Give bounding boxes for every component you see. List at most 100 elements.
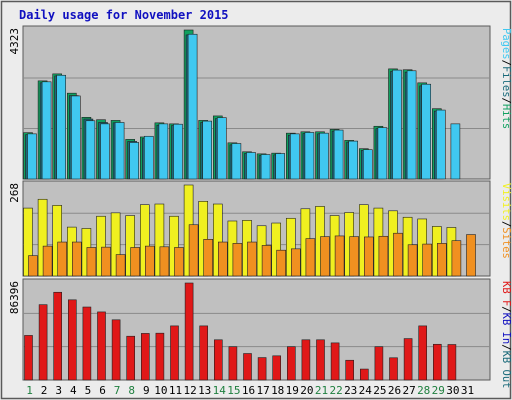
- bar-sites-day-11: [174, 247, 184, 277]
- bar-pages-day-4: [71, 95, 81, 180]
- bar-sites-day-12: [188, 224, 199, 277]
- x-tick-label-18: 18: [271, 384, 284, 397]
- bar-sites-day-28: [422, 243, 433, 277]
- legend-segment: Pages: [500, 28, 512, 60]
- bar-kb-f-day-28: [418, 325, 428, 381]
- legend-segment: KB F: [500, 281, 512, 306]
- bar-kb-f-day-7: [111, 319, 121, 381]
- chart-title: Daily usage for November 2015: [19, 8, 229, 22]
- bar-pages-day-20: [304, 132, 315, 180]
- bar-pages-day-27: [406, 70, 417, 180]
- bar-kb-f-day-17: [257, 357, 267, 381]
- x-tick-label-4: 4: [70, 384, 77, 397]
- x-tick-label-29: 29: [432, 384, 445, 397]
- bar-pages-day-13: [202, 120, 212, 180]
- x-tick-label-26: 26: [388, 384, 401, 397]
- bar-kb-f-day-27: [403, 338, 413, 381]
- bar-pages-day-19: [289, 133, 300, 180]
- bar-kb-f-day-24: [359, 368, 369, 381]
- bar-visits-day-9: [140, 204, 150, 277]
- bar-kb-f-day-29: [432, 343, 442, 381]
- bar-sites-day-17: [261, 245, 272, 277]
- bar-sites-day-13: [203, 239, 213, 277]
- bar-visits-day-8: [125, 215, 135, 277]
- legend-segment: /: [500, 306, 512, 312]
- x-tick-label-13: 13: [198, 384, 211, 397]
- bar-sites-day-23: [349, 236, 360, 277]
- bar-kb-f-day-8: [126, 335, 135, 381]
- bar-visits-day-6: [96, 215, 106, 277]
- bar-pages-day-3: [56, 74, 67, 180]
- bar-kb-f-day-22: [330, 342, 340, 381]
- x-tick-label-31: 31: [461, 384, 474, 397]
- bar-kb-f-day-30: [447, 344, 457, 381]
- legend-segment: KB In: [500, 313, 512, 345]
- bar-sites-day-9: [145, 245, 155, 277]
- panel-1-legend-label: Pages/Files/Hits: [500, 28, 512, 129]
- bar-pages-day-24: [362, 149, 373, 180]
- bar-kb-f-day-19: [286, 346, 296, 381]
- bar-pages-day-22: [333, 129, 344, 180]
- bar-visits-day-3: [52, 205, 63, 277]
- bar-kb-f-day-13: [199, 325, 208, 381]
- bar-kb-f-day-9: [141, 333, 150, 381]
- x-tick-label-20: 20: [300, 384, 313, 397]
- legend-segment: /: [500, 221, 512, 227]
- bar-visits-day-18: [271, 222, 282, 277]
- bar-pages-day-30: [450, 123, 461, 180]
- bar-kb-f-day-18: [272, 355, 282, 381]
- bar-kb-f-day-1: [24, 335, 33, 381]
- x-tick-label-2: 2: [41, 384, 48, 397]
- bar-kb-f-day-10: [155, 332, 165, 381]
- bar-pages-day-23: [348, 140, 359, 180]
- bar-pages-day-16: [246, 152, 256, 180]
- bar-pages-day-25: [377, 127, 388, 180]
- legend-segment: Files: [500, 66, 512, 98]
- bar-pages-day-8: [129, 142, 139, 180]
- bar-sites-day-30: [451, 240, 462, 277]
- legend-segment: Hits: [500, 104, 512, 129]
- bar-kb-f-day-11: [170, 325, 179, 381]
- bar-sites-day-27: [407, 244, 418, 277]
- panel-3: 86396 KB F/KB In/KB Out: [8, 278, 512, 389]
- bar-sites-day-22: [334, 235, 345, 277]
- x-tick-label-15: 15: [227, 384, 240, 397]
- x-tick-label-30: 30: [446, 384, 459, 397]
- bar-kb-f-day-26: [389, 357, 398, 381]
- series-visits: [23, 184, 457, 277]
- bar-pages-day-9: [144, 135, 154, 180]
- bar-sites-day-21: [320, 236, 330, 277]
- x-tick-label-24: 24: [359, 384, 373, 397]
- bar-sites-day-3: [57, 241, 68, 277]
- bar-pages-day-15: [231, 143, 242, 180]
- bar-sites-day-6: [101, 246, 111, 277]
- bar-sites-day-1: [28, 255, 38, 277]
- bar-sites-day-31: [466, 234, 476, 277]
- panel-1-max-label: 4323: [8, 28, 21, 55]
- legend-segment: /: [500, 60, 512, 66]
- series-kb-f: [24, 282, 457, 381]
- bar-sites-day-14: [218, 241, 228, 277]
- x-tick-label-25: 25: [373, 384, 386, 397]
- panel-2-max-label: 268: [8, 183, 21, 203]
- x-tick-label-8: 8: [128, 384, 135, 397]
- x-axis-day-labels: 1 2 3 4 5 6 7 8 9 10 11 12 13 14 15 16 17 18 19 20 21 22 23 24 2…: [26, 384, 474, 397]
- bar-kb-f-day-15: [228, 346, 238, 381]
- bar-sites-day-24: [363, 236, 374, 277]
- bar-pages-day-6: [100, 123, 110, 180]
- bar-sites-day-29: [436, 243, 447, 277]
- bar-visits-day-14: [213, 203, 223, 277]
- bar-kb-f-day-14: [214, 339, 223, 381]
- series-pages: [27, 33, 461, 180]
- x-tick-label-5: 5: [85, 384, 92, 397]
- x-tick-label-16: 16: [242, 384, 255, 397]
- bar-pages-day-26: [392, 69, 402, 180]
- x-tick-label-3: 3: [55, 384, 62, 397]
- bar-kb-f-day-4: [68, 299, 77, 381]
- bar-pages-day-5: [85, 120, 96, 180]
- bar-visits-day-7: [110, 212, 121, 277]
- bar-pages-day-12: [187, 33, 198, 180]
- bar-sites-day-18: [276, 249, 287, 277]
- x-tick-label-1: 1: [26, 384, 33, 397]
